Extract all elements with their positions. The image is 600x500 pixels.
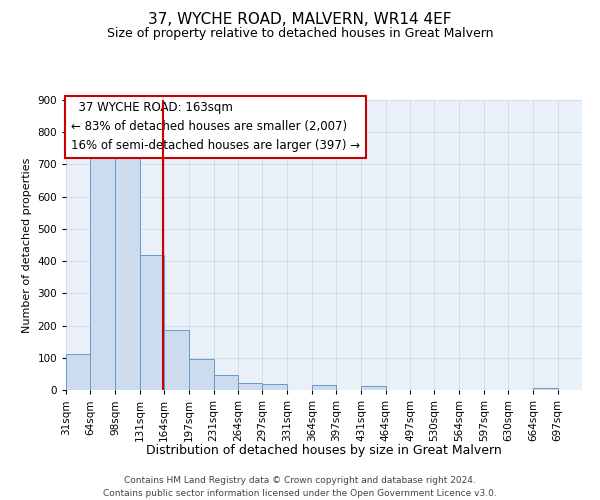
Text: 37 WYCHE ROAD: 163sqm
← 83% of detached houses are smaller (2,007)
16% of semi-d: 37 WYCHE ROAD: 163sqm ← 83% of detached … <box>71 102 360 152</box>
Y-axis label: Number of detached properties: Number of detached properties <box>22 158 32 332</box>
Text: 37, WYCHE ROAD, MALVERN, WR14 4EF: 37, WYCHE ROAD, MALVERN, WR14 4EF <box>148 12 452 28</box>
Text: Contains HM Land Registry data © Crown copyright and database right 2024.
Contai: Contains HM Land Registry data © Crown c… <box>103 476 497 498</box>
Text: Size of property relative to detached houses in Great Malvern: Size of property relative to detached ho… <box>107 28 493 40</box>
X-axis label: Distribution of detached houses by size in Great Malvern: Distribution of detached houses by size … <box>146 444 502 457</box>
Bar <box>238 383 262 390</box>
Bar <box>164 330 188 390</box>
Bar <box>115 148 140 390</box>
Bar <box>214 375 238 390</box>
Bar <box>312 385 336 390</box>
Bar <box>533 388 557 390</box>
Bar <box>361 386 386 390</box>
Bar <box>91 149 115 390</box>
Bar <box>262 384 287 390</box>
Bar <box>66 354 91 390</box>
Bar <box>140 254 164 390</box>
Bar <box>188 360 214 390</box>
